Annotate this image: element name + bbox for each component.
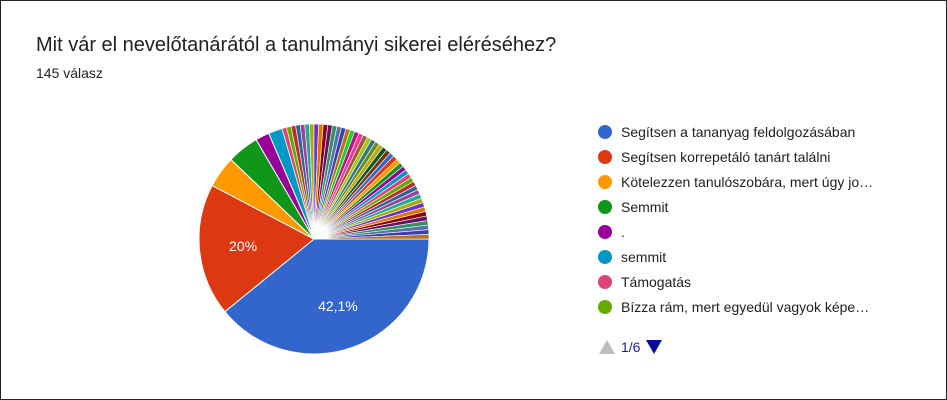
- legend-item: Bízza rám, mert egyedül vagyok képe…: [598, 294, 873, 319]
- legend: Segítsen a tananyag feldolgozásában Segít…: [598, 119, 873, 319]
- legend-swatch: [598, 274, 612, 289]
- legend-label: Kötelezzen tanulószobára, mert úgy jo…: [621, 173, 874, 190]
- chart-title: Mit vár el nevelőtanárától a tanulmányi …: [36, 34, 557, 56]
- legend-swatch: [598, 249, 612, 264]
- pie-slice-label: 42,1%: [318, 298, 358, 314]
- legend-swatch: [598, 124, 612, 139]
- response-count: 145 válasz: [36, 65, 103, 81]
- legend-label: Semmit: [621, 198, 669, 215]
- pie-slice[interactable]: [313, 234, 430, 240]
- legend-item: Semmit: [598, 194, 873, 219]
- legend-swatch: [598, 224, 612, 239]
- legend-label: Bízza rám, mert egyedül vagyok képe…: [621, 298, 870, 315]
- pie-slice[interactable]: [198, 184, 315, 313]
- pie-slice-label: 20%: [229, 238, 257, 254]
- pager-page-indicator: 1/6: [621, 339, 641, 355]
- pager-next-arrow-icon[interactable]: [646, 340, 663, 354]
- legend-label: Segítsen korrepetáló tanárt találni: [621, 148, 831, 165]
- legend-label: semmit: [621, 248, 667, 265]
- legend-swatch: [598, 299, 612, 314]
- legend-label: Támogatás: [621, 273, 692, 290]
- legend-item: .: [598, 219, 873, 244]
- legend-item: semmit: [598, 244, 873, 269]
- legend-item: Segítsen korrepetáló tanárt találni: [598, 144, 873, 169]
- pie-slice[interactable]: [224, 238, 430, 355]
- legend-label: Segítsen a tananyag feldolgozásában: [621, 123, 856, 140]
- legend-item: Segítsen a tananyag feldolgozásában: [598, 119, 873, 144]
- legend-swatch: [598, 174, 612, 189]
- legend-label: .: [621, 223, 625, 240]
- legend-swatch: [598, 149, 612, 164]
- legend-item: Támogatás: [598, 269, 873, 294]
- legend-swatch: [598, 199, 612, 214]
- pager-previous-arrow-icon[interactable]: [599, 340, 615, 354]
- legend-item: Kötelezzen tanulószobára, mert úgy jo…: [598, 169, 873, 194]
- legend-pager: 1/6: [599, 339, 663, 355]
